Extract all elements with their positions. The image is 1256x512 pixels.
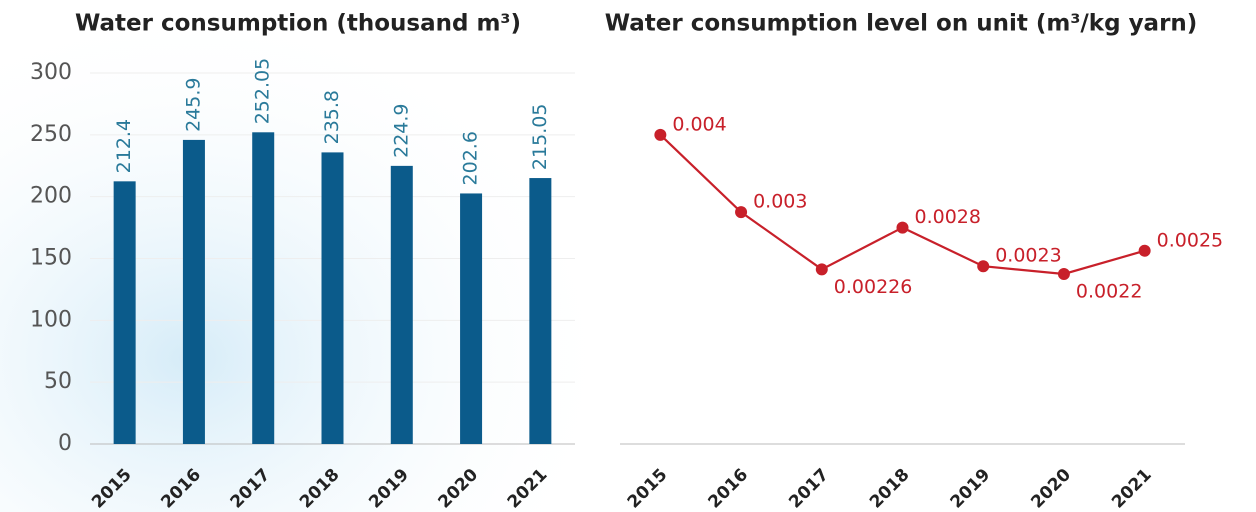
bar [391, 166, 413, 444]
x-tick-label: 2019 [947, 465, 995, 512]
x-tick-label: 2020 [1027, 465, 1075, 512]
data-label: 0.0025 [1157, 229, 1223, 251]
y-tick-label: 150 [30, 246, 72, 271]
bar [183, 140, 205, 444]
point [654, 129, 666, 141]
bar [252, 132, 274, 444]
point [1058, 268, 1070, 280]
y-tick-label: 250 [30, 122, 72, 147]
chart-title: Water consumption (thousand m³) [75, 11, 521, 37]
point [977, 260, 989, 272]
y-tick-label: 0 [58, 431, 72, 456]
data-label: 245.9 [182, 77, 204, 131]
x-tick-label: 2016 [705, 465, 753, 512]
point [816, 263, 828, 275]
x-tick-label: 2017 [785, 465, 833, 512]
y-tick-label: 200 [30, 184, 72, 209]
data-label: 0.0023 [995, 245, 1061, 267]
bar [460, 193, 482, 444]
y-tick-label: 100 [30, 307, 72, 332]
bar [322, 152, 344, 444]
bar [114, 181, 136, 444]
point [1139, 245, 1151, 257]
bar [529, 178, 551, 444]
x-tick-label: 2021 [1108, 465, 1156, 512]
point [735, 206, 747, 218]
data-label: 212.4 [113, 119, 135, 173]
y-tick-label: 50 [44, 369, 72, 394]
chart-title: Water consumption level on unit (m³/kg y… [605, 11, 1198, 37]
page: Water consumption (thousand m³) Water co… [0, 0, 1256, 512]
line [660, 135, 1144, 274]
point [897, 222, 909, 234]
data-label: 224.9 [390, 103, 412, 157]
data-label: 0.003 [753, 191, 807, 213]
data-label: 202.6 [460, 131, 482, 185]
background-wash [0, 0, 620, 512]
data-label: 215.05 [529, 104, 551, 170]
x-tick-label: 2018 [866, 465, 914, 512]
x-tick-label: 2015 [624, 465, 672, 512]
data-label: 0.0028 [915, 206, 981, 228]
data-label: 0.004 [672, 113, 726, 135]
data-label: 235.8 [321, 90, 343, 144]
data-label: 0.0022 [1076, 280, 1142, 302]
data-label: 0.00226 [834, 276, 913, 298]
data-label: 252.05 [252, 58, 274, 124]
y-tick-label: 300 [30, 60, 72, 85]
